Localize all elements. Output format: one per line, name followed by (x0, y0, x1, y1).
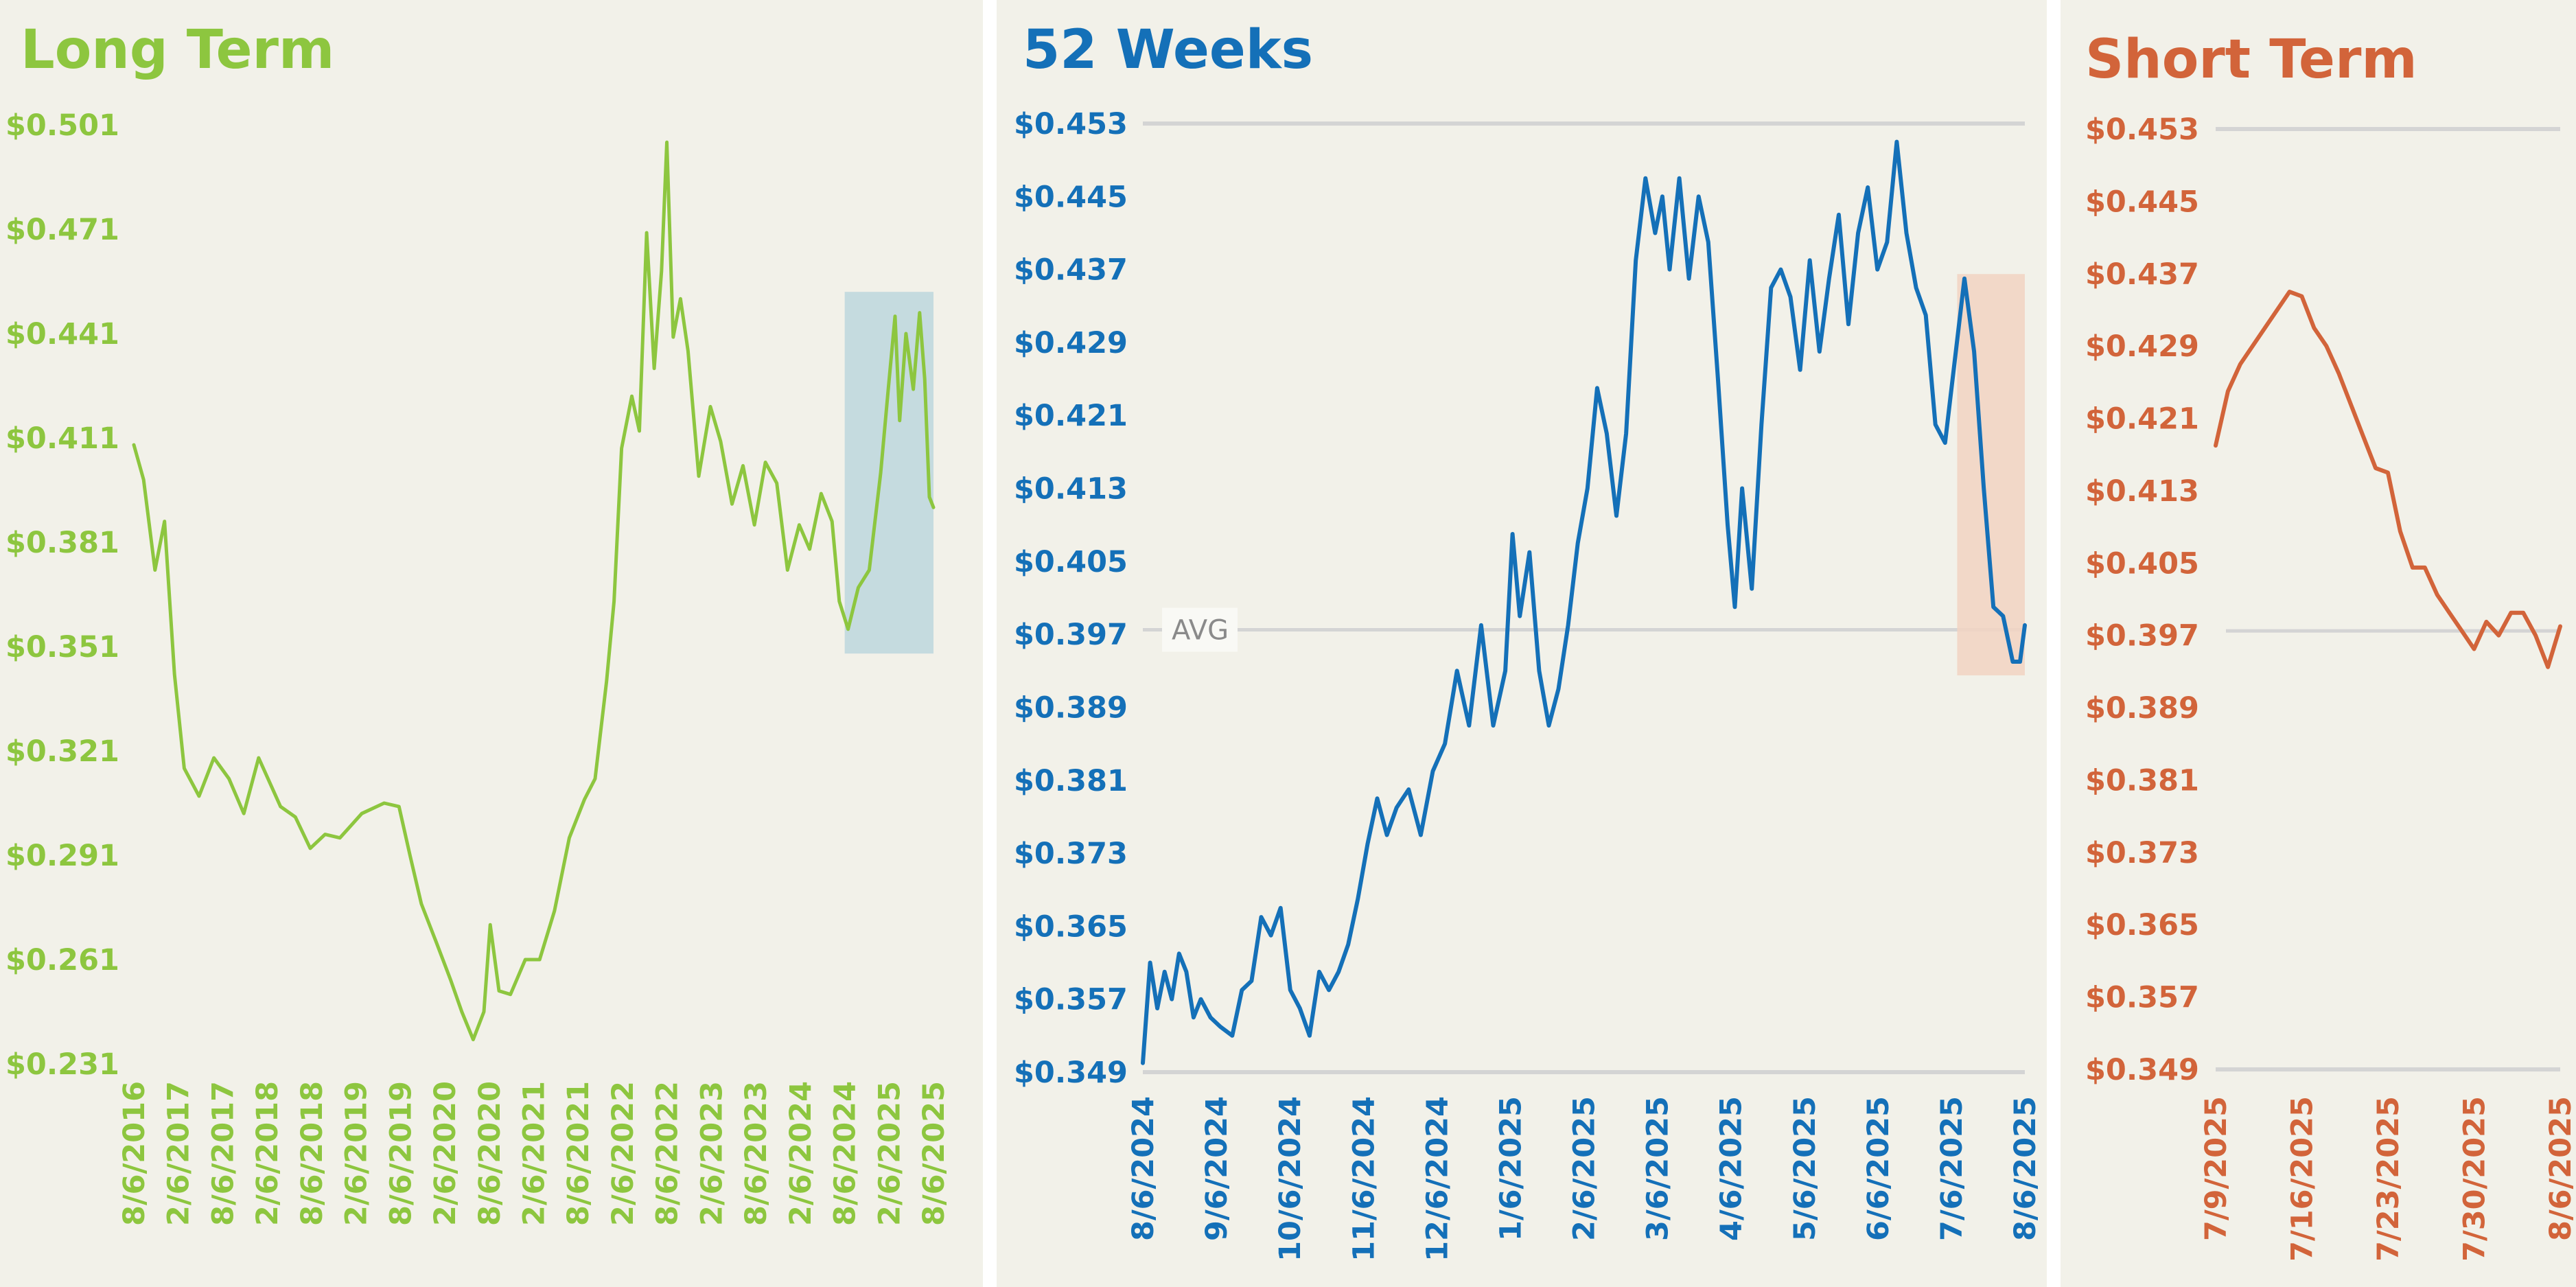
x-tick-label: 8/6/2025 (2008, 1096, 2043, 1241)
short-term-panel: Short Term $0.453 $0.445 $0.437 $0.429 $0.42… (2061, 0, 2576, 1287)
x-tick-label: 8/6/2024 (828, 1081, 863, 1226)
y-tick-label: $0.321 (5, 734, 119, 769)
x-tick-label: 6/6/2025 (1861, 1096, 1896, 1241)
y-tick-label: $0.351 (5, 630, 119, 664)
y-tick-label: $0.421 (2085, 402, 2199, 437)
x-tick-label: 2/6/2018 (251, 1081, 285, 1226)
y-tick-label: $0.373 (1014, 837, 1128, 871)
series-line (1141, 139, 2027, 1065)
y-tick-label: $0.441 (5, 317, 119, 351)
short-term-title: Short Term (2085, 29, 2417, 91)
x-tick-label: 2/6/2019 (340, 1081, 374, 1226)
x-tick-label: 8/6/2020 (473, 1081, 507, 1226)
x-tick-label: 11/6/2024 (1347, 1096, 1381, 1262)
x-tick-label: 2/6/2023 (695, 1081, 729, 1226)
y-tick-label: $0.349 (2085, 1053, 2199, 1087)
52-weeks-panel: 52 Weeks $0.453 $0.445 $0.437 $0.429 $0.421 $… (997, 0, 2047, 1287)
y-tick-label: $0.381 (2085, 763, 2199, 798)
x-tick-label: 8/6/2016 (117, 1081, 152, 1226)
y-tick-label: $0.413 (1014, 472, 1128, 507)
y-tick-label: $0.437 (2085, 257, 2199, 292)
zoom-highlight-region (1957, 274, 2025, 675)
x-tick-label: 8/6/2019 (384, 1081, 418, 1226)
short-term-chart: $0.453 $0.445 $0.437 $0.429 $0.421 $0.413 $0.4… (2085, 113, 2576, 1262)
x-tick-label: 2/6/2021 (518, 1081, 552, 1226)
x-tick-label: 8/6/2022 (651, 1081, 685, 1226)
x-tick-label: 2/6/2025 (1568, 1096, 1602, 1241)
y-tick-label: $0.389 (2085, 691, 2199, 726)
y-tick-label: $0.405 (1014, 545, 1128, 579)
y-tick-label: $0.453 (1014, 107, 1128, 141)
y-tick-label: $0.397 (1014, 618, 1128, 652)
series-line (132, 140, 936, 1041)
52-weeks-chart: $0.453 $0.445 $0.437 $0.429 $0.421 $0.413 $0.4… (1014, 107, 2043, 1262)
y-tick-label: $0.357 (2085, 981, 2199, 1015)
x-tick-label: 7/30/2025 (2458, 1096, 2492, 1262)
x-tick-label: 2/6/2020 (428, 1081, 463, 1226)
y-tick-label: $0.429 (1014, 326, 1128, 360)
long-term-panel: Long Term $0.501 $0.471 $0.441 $0.411 $0.381… (0, 0, 983, 1287)
y-tick-label: $0.389 (1014, 691, 1128, 725)
x-tick-label: 8/6/2025 (2544, 1096, 2576, 1241)
y-tick-label: $0.413 (2085, 474, 2199, 509)
x-tick-label: 8/6/2018 (295, 1081, 329, 1226)
x-tick-label: 2/6/2025 (872, 1081, 907, 1226)
y-tick-label: $0.437 (1014, 253, 1128, 288)
y-tick-label: $0.291 (5, 839, 119, 873)
x-tick-label: 2/6/2024 (784, 1081, 818, 1226)
y-tick-label: $0.373 (2085, 836, 2199, 870)
zoom-highlight-region (844, 292, 933, 654)
x-tick-label: 2/6/2022 (606, 1081, 640, 1226)
y-tick-label: $0.381 (5, 526, 119, 560)
y-tick-label: $0.397 (2085, 619, 2199, 653)
x-tick-label: 2/6/2017 (162, 1081, 196, 1226)
y-tick-label: $0.365 (1014, 909, 1128, 944)
y-tick-label: $0.429 (2085, 329, 2199, 364)
y-tick-label: $0.405 (2085, 546, 2199, 581)
long-term-chart: $0.501 $0.471 $0.441 $0.411 $0.381 $0.351 $0.3… (5, 108, 951, 1226)
x-tick-label: 10/6/2024 (1273, 1096, 1308, 1262)
x-tick-label: 7/23/2025 (2371, 1096, 2406, 1262)
average-label-box (1162, 607, 1238, 652)
x-tick-label: 8/6/2023 (739, 1081, 774, 1226)
x-tick-label: 4/6/2025 (1715, 1096, 1749, 1241)
y-tick-label: $0.231 (5, 1047, 119, 1082)
y-tick-label: $0.357 (1014, 983, 1128, 1017)
x-tick-label: 12/6/2024 (1420, 1096, 1454, 1262)
y-tick-label: $0.365 (2085, 908, 2199, 942)
y-tick-label: $0.381 (1014, 764, 1128, 798)
x-tick-label: 1/6/2025 (1494, 1096, 1528, 1241)
y-tick-label: $0.445 (1014, 180, 1128, 214)
x-tick-label: 5/6/2025 (1788, 1096, 1822, 1241)
52-weeks-title: 52 Weeks (1023, 19, 1314, 81)
x-tick-label: 8/6/2025 (917, 1081, 951, 1226)
x-tick-label: 8/6/2017 (206, 1081, 240, 1226)
average-label: AVG (1172, 615, 1229, 647)
y-tick-label: $0.421 (1014, 399, 1128, 433)
y-tick-label: $0.471 (5, 213, 119, 247)
x-tick-label: 8/6/2021 (561, 1081, 596, 1226)
series-line (2214, 290, 2562, 669)
y-tick-label: $0.501 (5, 108, 119, 143)
long-term-title: Long Term (21, 19, 335, 81)
y-tick-label: $0.445 (2085, 185, 2199, 219)
y-tick-label: $0.261 (5, 943, 119, 977)
x-tick-label: 3/6/2025 (1641, 1096, 1675, 1241)
x-tick-label: 8/6/2024 (1126, 1096, 1161, 1241)
x-tick-label: 7/6/2025 (1935, 1096, 1969, 1241)
x-tick-label: 9/6/2024 (1200, 1096, 1234, 1241)
y-tick-label: $0.349 (1014, 1056, 1128, 1090)
y-tick-label: $0.411 (5, 421, 119, 456)
x-tick-label: 7/9/2025 (2199, 1096, 2233, 1241)
y-tick-label: $0.453 (2085, 113, 2199, 147)
x-tick-label: 7/16/2025 (2286, 1096, 2320, 1262)
